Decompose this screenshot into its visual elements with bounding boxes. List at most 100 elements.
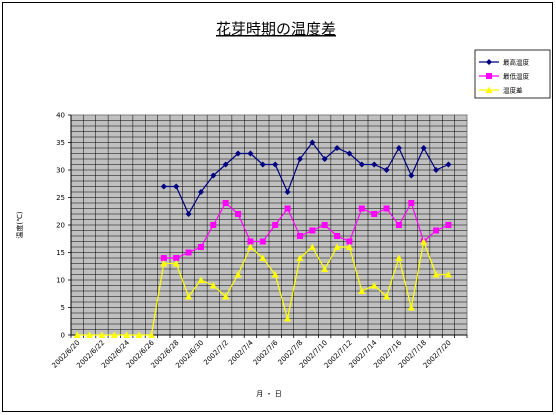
x-tick-label: 2002/7/4 [227,338,255,366]
data-point [147,331,155,338]
x-tick-label: 2002/7/6 [252,338,280,366]
data-point [247,150,254,157]
data-point [420,145,427,151]
data-point [246,243,254,250]
data-point [272,161,279,168]
legend-marker [486,73,492,79]
data-point [197,189,204,195]
data-point [407,304,415,311]
data-point [309,227,316,234]
data-point [73,331,81,338]
y-axis-label: 温度(℃) [15,211,24,239]
data-point [383,205,390,212]
data-point [309,139,316,146]
data-point [222,200,229,206]
y-tick-label: 0 [61,332,65,340]
data-point [160,183,167,190]
x-axis-label: 月 ・ 日 [256,390,281,398]
series-line [163,141,449,216]
data-point [395,145,402,151]
data-point [160,255,167,261]
data-point [259,238,266,245]
series-1 [160,139,452,217]
data-point [432,271,440,278]
data-point [296,254,304,261]
chart-title: 花芽時期の温度差 [216,20,336,38]
data-point [222,161,229,168]
data-point [383,167,390,173]
data-point [284,189,291,195]
data-point [234,271,242,278]
data-point [210,172,217,179]
data-point [173,255,180,261]
data-point [358,287,366,294]
data-point [222,293,230,300]
data-point [395,222,402,228]
y-tick-label: 15 [56,249,65,257]
data-point [272,222,279,228]
data-point [346,150,353,157]
data-point [358,161,365,168]
data-point [296,233,303,239]
data-point [185,249,192,256]
y-tick-labels: 0 5 10 15 20 25 30 35 40 [56,112,71,340]
data-point [420,238,428,245]
data-point [185,293,193,300]
data-point [235,211,242,217]
data-point [321,156,328,162]
data-point [433,227,440,234]
data-point [259,161,266,168]
data-point [259,254,267,261]
data-point [371,161,378,168]
data-point [172,260,180,267]
data-point [333,243,341,250]
data-point [247,238,254,245]
y-tick-label: 20 [56,222,65,230]
data-point [296,156,303,162]
data-point [395,254,403,261]
data-point [185,211,192,217]
data-point [334,233,341,239]
data-point [383,293,391,300]
grid-lines [71,115,467,335]
x-tick-labels: 2002/6/202002/6/222002/6/242002/6/262002… [51,335,468,370]
legend-marker [486,59,492,65]
data-point [135,331,143,338]
data-point [210,222,217,228]
data-point [123,331,131,338]
data-point [371,211,378,217]
data-point [433,167,440,173]
data-point [209,282,217,289]
data-point [321,265,329,272]
series-3 [73,238,452,338]
series-line [163,201,449,259]
y-tick-label: 30 [56,167,65,175]
data-point [197,244,204,250]
data-point [271,271,279,278]
data-point [235,150,242,157]
x-tick-label: 2002/7/2 [202,339,230,367]
data-point [197,276,205,283]
data-point [444,271,452,278]
y-tick-label: 35 [56,139,65,147]
data-point [445,222,452,228]
data-point [334,145,341,151]
data-point [408,172,415,179]
data-point [445,161,452,168]
legend-label: 最低温度 [503,72,530,81]
legend-marker [485,86,493,93]
data-point [284,205,291,212]
data-point [284,315,292,322]
series-2 [160,200,452,261]
data-point [408,200,415,206]
y-tick-label: 40 [56,112,65,120]
data-point [110,331,118,338]
legend-label: 最高温度 [503,58,530,67]
data-point [321,222,328,228]
y-tick-label: 10 [56,277,65,285]
data-point [160,260,168,267]
y-tick-label: 25 [56,194,65,202]
data-point [86,331,94,338]
data-point [346,238,353,245]
